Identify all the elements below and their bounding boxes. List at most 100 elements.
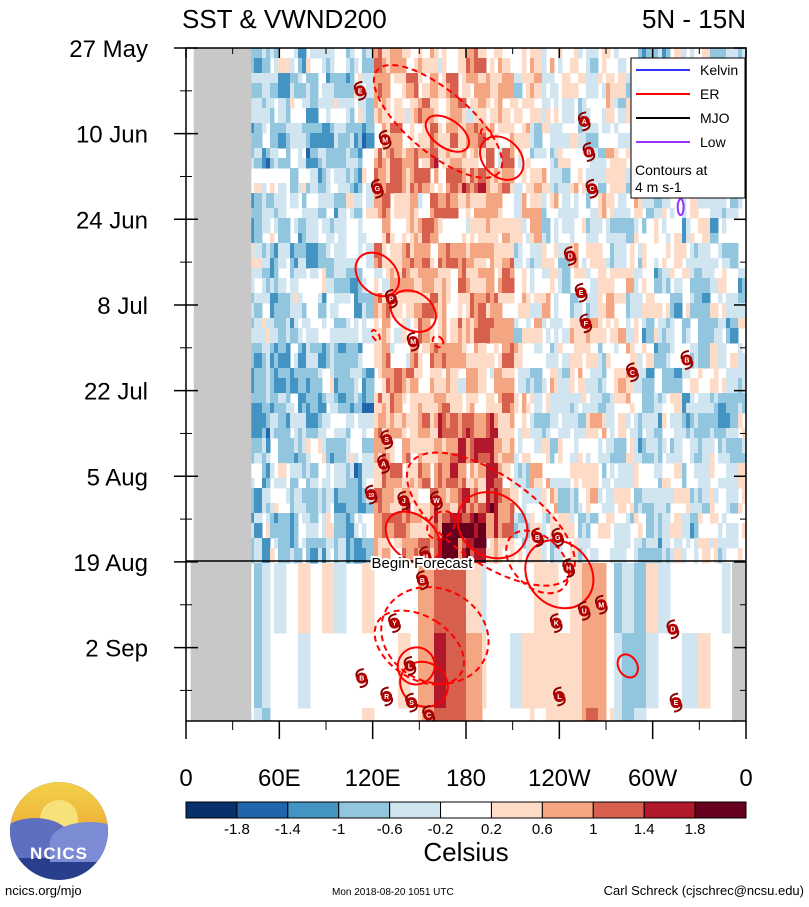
storm-marker: D <box>563 246 577 267</box>
er-contour <box>384 510 442 565</box>
er-contour <box>372 64 504 179</box>
storm-marker: E <box>669 692 683 713</box>
storm-label: J <box>402 498 406 505</box>
storm-label: C <box>426 712 431 719</box>
er-contour <box>479 127 493 141</box>
storm-marker: W <box>430 490 443 511</box>
storm-marker: B <box>582 142 596 163</box>
storm-label: A <box>582 119 587 126</box>
storm-marker: 19 <box>364 484 378 505</box>
er-contour <box>390 722 474 806</box>
low-contour <box>676 198 685 217</box>
er-contour <box>424 114 470 153</box>
storm-marker: R <box>380 686 393 707</box>
storm-label: P <box>389 296 394 303</box>
y-tick-label: 27 May <box>69 36 148 63</box>
storm-marker: B <box>416 570 429 591</box>
y-tick-label: 5 Aug <box>87 464 148 491</box>
storm-marker: P <box>385 288 398 309</box>
er-contour <box>530 713 698 876</box>
legend-label: Kelvin <box>700 62 738 78</box>
colorbar-swatch <box>287 801 340 819</box>
storm-marker: A <box>577 111 591 132</box>
colorbar-label: 1 <box>589 821 597 838</box>
storm-marker: B <box>680 350 694 371</box>
storm-marker: E <box>574 282 588 303</box>
chart-title-left: SST & VWND200 <box>182 4 387 34</box>
storm-label: C <box>630 370 635 377</box>
storm-marker: B <box>531 527 544 548</box>
legend-label: ER <box>700 86 719 102</box>
storm-marker: G <box>371 178 384 199</box>
x-tick-label: 60W <box>628 765 678 792</box>
er-contour <box>370 329 381 343</box>
storm-label: C <box>589 186 594 193</box>
colorbar-swatch <box>389 801 442 819</box>
storm-label: G <box>555 535 561 542</box>
colorbar-label: 0.6 <box>532 821 553 838</box>
legend-note-line1: Contours at <box>635 162 707 178</box>
storm-marker: E <box>353 80 367 101</box>
colorbar-swatch <box>236 801 289 819</box>
footer-timestamp: Mon 2018-08-20 1051 UTC <box>332 887 454 898</box>
storm-marker: K <box>549 613 563 634</box>
chart-title-right: 5N - 15N <box>642 4 746 34</box>
x-tick-label: 120E <box>345 765 401 792</box>
legend-note-line2: 4 m s-1 <box>635 179 682 195</box>
storm-label: H <box>566 566 571 573</box>
x-tick-label: 0 <box>179 765 192 792</box>
storm-label: U <box>582 608 587 615</box>
storm-label: D <box>670 627 675 634</box>
y-tick-label: 2 Sep <box>85 636 148 663</box>
legend-label: Low <box>700 134 727 150</box>
storm-marker: F <box>579 313 593 334</box>
storm-label: B <box>684 358 689 365</box>
forecast-label: Begin Forecast <box>372 555 474 572</box>
y-tick-label: 8 Jul <box>97 293 148 320</box>
colorbar-swatch <box>643 801 696 819</box>
storm-marker: L <box>403 655 417 676</box>
er-contour <box>616 653 639 679</box>
colorbar-label: 1.4 <box>634 821 655 838</box>
storm-label: S <box>409 700 414 707</box>
x-axis: 0 60E 120E 180 120W 60W 0 <box>179 48 753 792</box>
colorbar-units: Celsius <box>423 837 508 867</box>
storm-label: Y <box>392 621 397 628</box>
er-contour <box>505 529 570 595</box>
storm-label: B <box>586 150 591 157</box>
er-contour <box>431 335 445 349</box>
storm-marker: M <box>595 594 608 615</box>
y-tick-label: 24 Jun <box>76 207 148 234</box>
er-contour <box>479 135 525 181</box>
storm-label: R <box>384 694 389 701</box>
storm-label: D <box>568 254 573 261</box>
colorbar: -1.8 -1.4 -1 -0.6 -0.2 0.2 0.6 1 1.4 1.8 <box>185 801 747 838</box>
storm-label: K <box>554 621 559 628</box>
y-axis: 27 May 10 Jun 24 Jun 8 Jul 22 Jul 5 Aug 19 Aug… <box>69 36 746 691</box>
legend-label: MJO <box>700 110 730 126</box>
footer-author: Carl Schreck (cjschrec@ncsu.edu) <box>603 883 804 898</box>
storm-label: F <box>584 321 589 328</box>
storm-label: 19 <box>368 493 374 499</box>
y-tick-label: 10 Jun <box>76 122 148 149</box>
colorbar-swatch <box>490 801 543 819</box>
er-contour <box>426 510 457 541</box>
storm-marker: C <box>585 178 599 199</box>
ncics-logo: NCICS <box>10 782 108 880</box>
storm-marker: A <box>377 454 390 475</box>
x-tick-label: 0 <box>739 765 752 792</box>
er-contour <box>524 539 595 610</box>
footer-website[interactable]: ncics.org/mjo <box>5 883 82 898</box>
storm-marker: C <box>626 362 639 383</box>
x-tick-label: 60E <box>258 765 301 792</box>
x-tick-label: 180 <box>446 765 486 792</box>
y-tick-label: 19 Aug <box>73 550 148 577</box>
storm-marker: D <box>666 619 680 640</box>
storm-label: M <box>382 137 388 144</box>
colorbar-swatch <box>541 801 594 819</box>
storm-label: B <box>359 676 364 683</box>
storm-marker: Y <box>388 613 401 634</box>
missing-data-region <box>190 561 252 721</box>
storm-marker: M <box>406 331 420 352</box>
